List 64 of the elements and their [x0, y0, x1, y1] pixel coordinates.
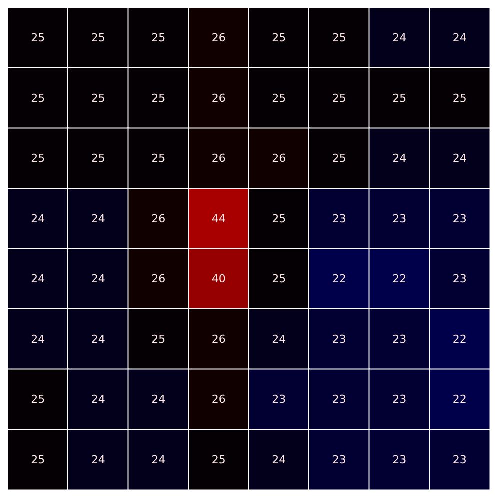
data-label: 25 — [31, 92, 46, 105]
data-label: 26 — [212, 393, 226, 406]
data-label: 24 — [91, 453, 106, 466]
data-label: 23 — [392, 332, 407, 346]
data-label: 24 — [152, 453, 166, 466]
data-label: 24 — [91, 393, 106, 406]
data-label: 25 — [272, 212, 286, 226]
data-label: 24 — [31, 332, 46, 346]
data-label: 25 — [31, 152, 46, 166]
data-label: 24 — [392, 152, 407, 166]
data-label: 24 — [91, 272, 106, 286]
data-label: 24 — [31, 212, 46, 226]
data-label: 25 — [152, 152, 166, 166]
data-label: 23 — [392, 393, 407, 406]
data-label: 24 — [452, 32, 467, 45]
data-label: 24 — [152, 393, 166, 406]
data-label: 23 — [452, 453, 467, 466]
data-label: 24 — [31, 272, 46, 286]
data-label: 24 — [272, 332, 286, 346]
data-label: 22 — [452, 332, 467, 346]
data-label: 23 — [392, 212, 407, 226]
data-label: 25 — [272, 272, 286, 286]
data-label: 23 — [452, 272, 467, 286]
data-label: 25 — [332, 152, 346, 166]
data-label: 44 — [212, 212, 226, 226]
data-label: 25 — [212, 453, 226, 466]
data-label: 24 — [91, 332, 106, 346]
data-label: 24 — [452, 152, 467, 166]
data-label: 23 — [332, 453, 346, 466]
data-label: 26 — [212, 92, 226, 105]
data-label: 40 — [212, 272, 226, 286]
data-label: 25 — [272, 92, 286, 105]
data-label: 23 — [452, 212, 467, 226]
data-label: 23 — [332, 212, 346, 226]
data-label: 25 — [332, 32, 346, 45]
data-label: 23 — [332, 332, 346, 346]
data-label: 23 — [392, 453, 407, 466]
data-label: 23 — [272, 393, 286, 406]
data-label: 25 — [31, 393, 46, 406]
data-label: 25 — [452, 92, 467, 105]
data-label: 25 — [272, 32, 286, 45]
data-label: 26 — [212, 332, 226, 346]
data-label: 25 — [91, 92, 106, 105]
data-label: 26 — [272, 152, 286, 166]
data-label: 26 — [212, 152, 226, 166]
data-label: 24 — [91, 212, 106, 226]
data-label: 24 — [272, 453, 286, 466]
data-label: 25 — [91, 32, 106, 45]
data-label: 25 — [152, 92, 166, 105]
data-label: 22 — [392, 272, 407, 286]
data-label: 25 — [91, 152, 106, 166]
data-label: 23 — [332, 393, 346, 406]
data-label: 26 — [152, 272, 166, 286]
data-label: 25 — [152, 332, 166, 346]
data-label: 25 — [152, 32, 166, 45]
data-label: 22 — [452, 393, 467, 406]
data-label: 22 — [332, 272, 346, 286]
data-label: 25 — [31, 32, 46, 45]
data-label: 25 — [392, 92, 407, 105]
data-label: 26 — [152, 212, 166, 226]
data-label: 25 — [31, 453, 46, 466]
data-label: 25 — [332, 92, 346, 105]
data-label: 24 — [392, 32, 407, 45]
data-label: 26 — [212, 32, 226, 45]
